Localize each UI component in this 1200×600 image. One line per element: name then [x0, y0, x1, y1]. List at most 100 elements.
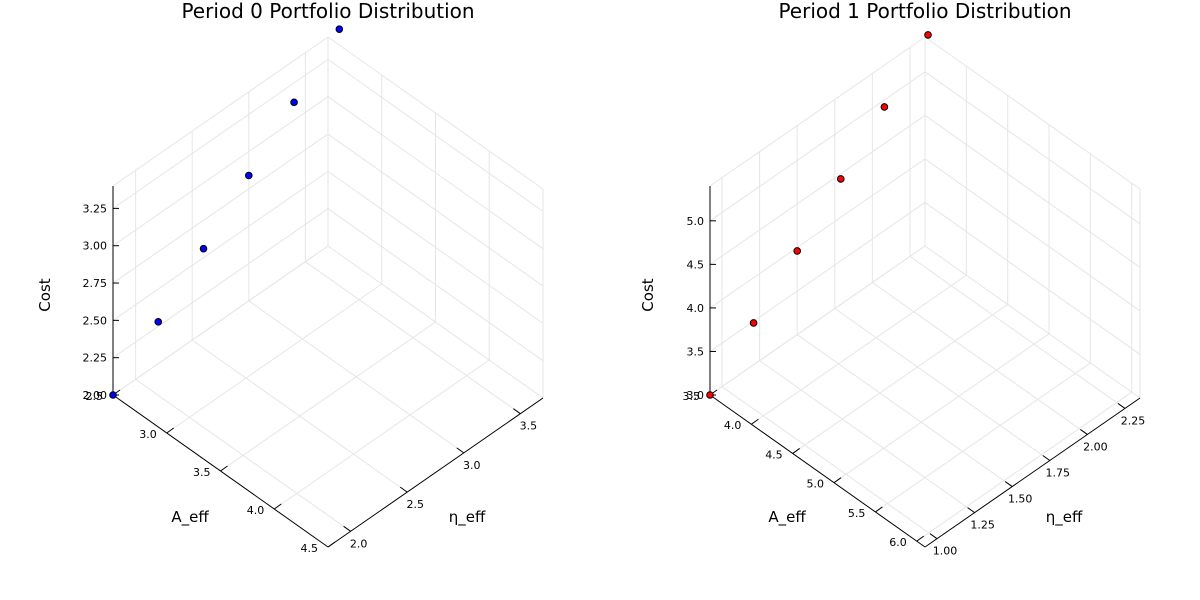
subplot-period-1: 3.5 4.0 4.5 5.0 5.5 6.0 1.00 1.25 1.50 1.75 2.00 2.… [639, 0, 1145, 558]
y-axis-line [924, 397, 1141, 548]
box-edge [112, 36, 329, 187]
grid-line-y [305, 261, 521, 415]
grid-lines [709, 36, 1141, 542]
z-tick-label: 3.5 [687, 345, 705, 358]
grid-line-x [220, 321, 436, 472]
z-tick-label: 4.5 [687, 258, 705, 271]
y-tick-label: 3.0 [463, 459, 481, 472]
grid-line-x [875, 362, 1091, 513]
y-tick-mark [1080, 429, 1088, 435]
grid-line-x [833, 333, 1050, 484]
data-point [924, 31, 932, 39]
grid-line-z [709, 245, 926, 396]
tick-labels: 2.5 3.0 3.5 4.0 4.5 2.0 2.5 3.0 3.5 2.00 2.25 2.50 2… [83, 202, 538, 555]
data-point [290, 98, 298, 107]
grid-line-z [709, 114, 926, 265]
x-axis-label: A_eff [171, 508, 209, 527]
x-tick-mark [751, 418, 759, 425]
data-point [749, 319, 758, 327]
grid-line-z [924, 202, 1141, 355]
grid-line-y [796, 334, 1013, 487]
grid-line-z [924, 158, 1141, 312]
x-tick-mark [220, 465, 228, 472]
grid-line-z [709, 158, 926, 309]
grid-line-y [721, 386, 938, 540]
grid-line-y [248, 300, 465, 454]
data-point [880, 103, 889, 111]
x-tick-label: 4.5 [765, 448, 783, 461]
z-tick-label: 2.75 [83, 277, 108, 290]
x-tick-label: 4.0 [247, 504, 265, 517]
z-axis-label: Cost [36, 278, 54, 311]
box-edge [327, 36, 544, 190]
z-tick-label: 2.25 [83, 352, 108, 365]
z-axis-label: Cost [639, 278, 657, 311]
data-points [109, 25, 344, 399]
y-tick-mark [967, 507, 975, 514]
x-tick-label: 5.0 [807, 478, 825, 491]
y-tick-label: 2.0 [350, 537, 368, 550]
x-tick-label: 3.0 [139, 428, 157, 441]
y-tick-label: 2.5 [406, 498, 424, 511]
x-tick-mark [916, 535, 925, 542]
axes [112, 186, 544, 548]
x-tick-mark [273, 503, 282, 510]
y-tick-mark [1004, 481, 1013, 487]
z-tick-label: 4.0 [687, 302, 705, 315]
x-tick-label: 5.5 [848, 507, 866, 520]
grid-line-x [751, 274, 967, 425]
grid-line-y [191, 339, 408, 493]
x-tick-mark [833, 477, 842, 484]
data-point [109, 391, 117, 399]
chart-title: Period 1 Portfolio Distribution [778, 0, 1071, 23]
y-axis-label: η_eff [1046, 508, 1083, 527]
x-tick-label: 4.0 [724, 419, 742, 432]
x-tick-label: 2.5 [86, 390, 104, 403]
data-point [706, 391, 714, 399]
y-tick-label: 1.25 [970, 519, 995, 532]
x-tick-mark [792, 448, 800, 454]
x-tick-mark [166, 427, 175, 434]
x-tick-mark [327, 541, 336, 548]
grid-line-z [112, 170, 329, 321]
y-tick-mark [399, 486, 408, 493]
x-tick-label: 4.5 [301, 542, 319, 555]
grid-line-y [759, 360, 975, 514]
grid-line-z [112, 245, 329, 396]
data-point [154, 318, 163, 326]
grid-line-z [327, 133, 544, 287]
z-tick-label: 3.0 [687, 389, 705, 402]
grid-line-x [166, 283, 383, 434]
grid-line-z [327, 208, 544, 362]
y-tick-mark [343, 525, 351, 532]
grid-line-y [909, 256, 1126, 409]
y-tick-label: 1.75 [1046, 467, 1071, 480]
z-tick-label: 3.00 [83, 240, 108, 253]
y-tick-mark [456, 447, 465, 454]
y-tick-label: 1.50 [1008, 493, 1033, 506]
grid-line-z [327, 58, 544, 212]
data-point [837, 175, 845, 183]
grid-line-x [916, 391, 1133, 542]
y-tick-mark [513, 408, 521, 415]
grid-line-y [834, 308, 1051, 461]
y-tick-label: 2.00 [1083, 440, 1108, 453]
y-tick-mark [1042, 455, 1051, 461]
y-tick-label: 1.00 [933, 545, 958, 558]
data-point [199, 244, 208, 253]
x-tick-label: 3.5 [193, 466, 211, 479]
data-point [244, 171, 253, 180]
data-point [335, 25, 344, 33]
y-tick-mark [929, 533, 938, 540]
grid-line-z [327, 170, 544, 324]
tick-labels: 3.5 4.0 4.5 5.0 5.5 6.0 1.00 1.25 1.50 1.75 2.00 2.… [683, 215, 1146, 558]
x-tick-mark [875, 506, 883, 513]
z-tick-label: 3.25 [83, 202, 108, 215]
data-point [793, 247, 802, 255]
grid-line-z [924, 71, 1141, 225]
grid-line-z [924, 114, 1141, 268]
x-tick-label: 6.0 [889, 536, 907, 549]
grid-line-z [709, 71, 926, 222]
x-axis-line [709, 394, 926, 548]
